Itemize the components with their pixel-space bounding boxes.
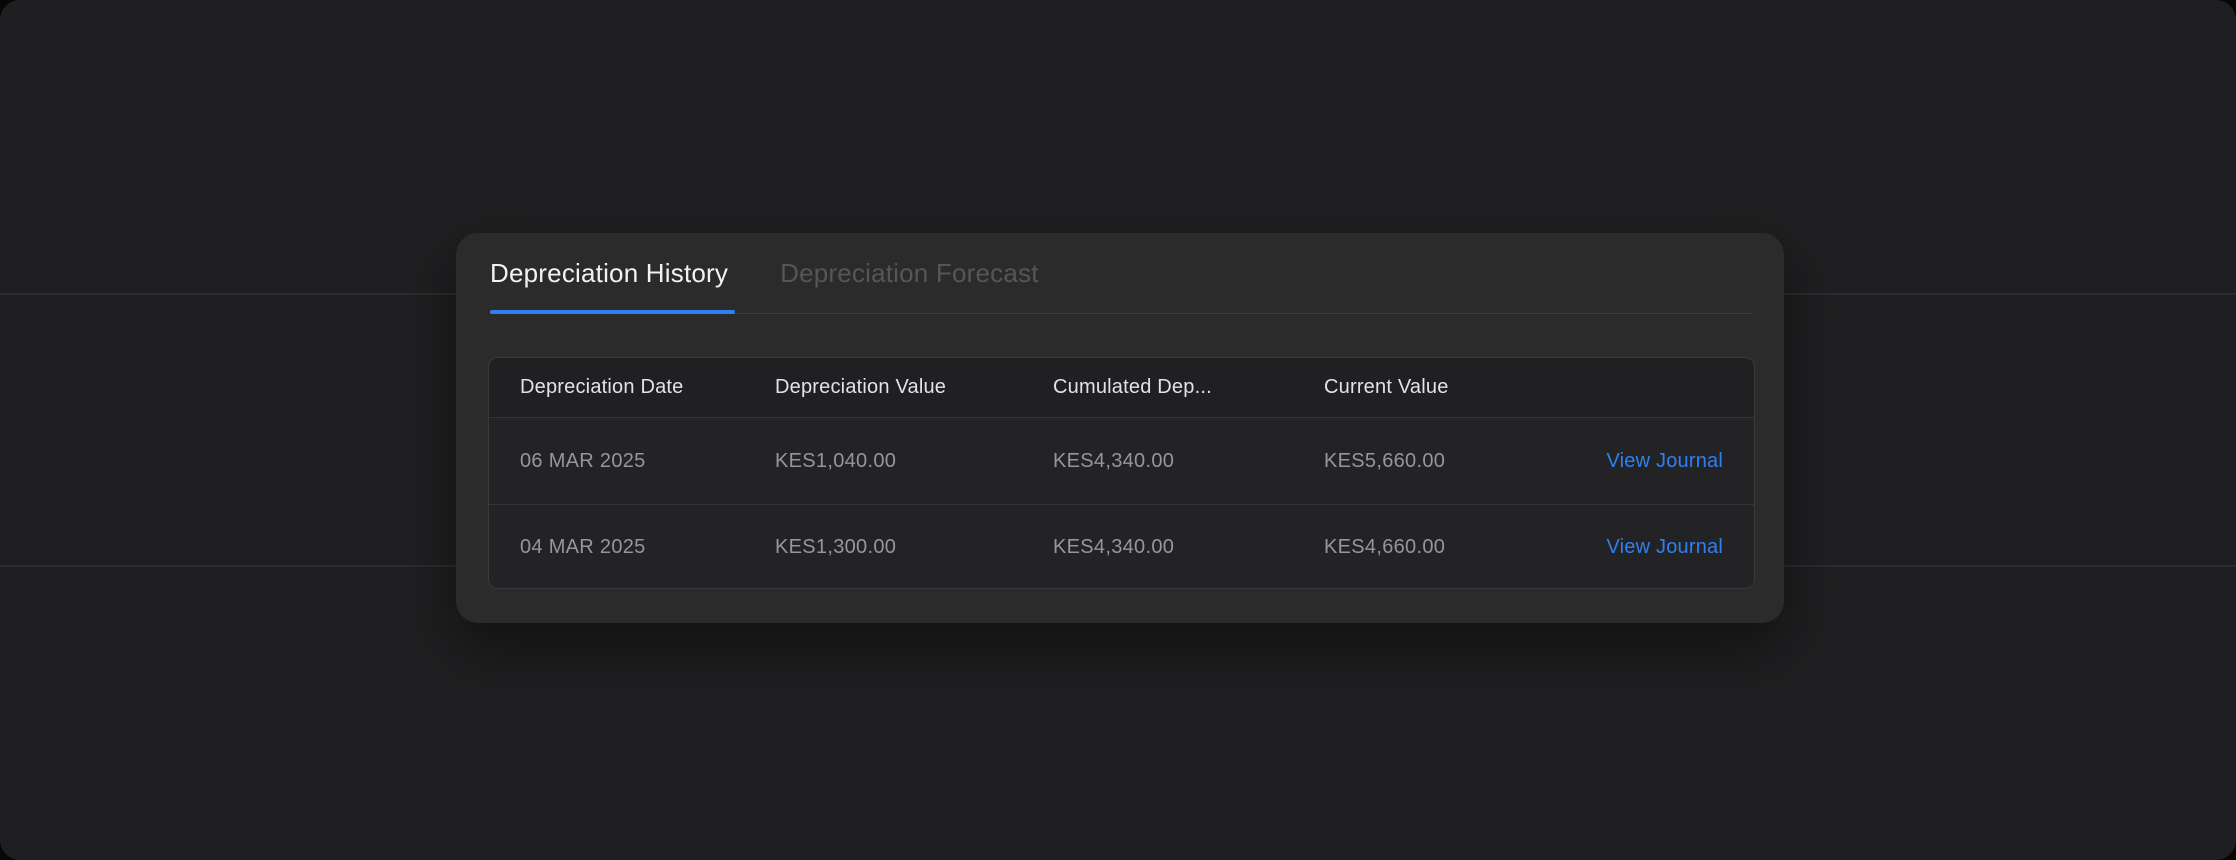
- column-header-current-value: Current Value: [1324, 376, 1449, 398]
- tab-depreciation-forecast[interactable]: Depreciation Forecast: [780, 233, 1039, 313]
- cumulated-depreciation-cell: KES4,340.00: [1053, 536, 1175, 558]
- cumulated-depreciation-cell: KES4,340.00: [1053, 449, 1175, 472]
- tab-divider: [490, 313, 1753, 314]
- current-value-cell: KES5,660.00: [1324, 449, 1446, 472]
- depreciation-date-cell: 04 MAR 2025: [520, 536, 646, 558]
- tab-label: Depreciation Forecast: [780, 257, 1039, 288]
- depreciation-history-table: Depreciation Date Depreciation Value Cum…: [488, 357, 1755, 589]
- tab-depreciation-history[interactable]: Depreciation History: [490, 233, 736, 314]
- table-row: 06 MAR 2025 KES1,040.00 KES4,340.00 KES5…: [489, 418, 1754, 504]
- depreciation-card: Depreciation History Depreciation Foreca…: [456, 233, 1784, 623]
- column-header-cumulated-depreciation: Cumulated Dep...: [1053, 376, 1212, 398]
- depreciation-value-cell: KES1,300.00: [775, 536, 897, 558]
- table-header-row: Depreciation Date Depreciation Value Cum…: [489, 358, 1754, 418]
- depreciation-date-cell: 06 MAR 2025: [520, 449, 646, 472]
- column-header-depreciation-date: Depreciation Date: [520, 376, 684, 398]
- table-row: 04 MAR 2025 KES1,300.00 KES4,340.00 KES4…: [489, 504, 1754, 588]
- tab-label: Depreciation History: [490, 257, 729, 288]
- view-journal-link[interactable]: View Journal: [1606, 536, 1723, 558]
- tab-bar: Depreciation History Depreciation Foreca…: [456, 233, 1784, 314]
- depreciation-value-cell: KES1,040.00: [775, 449, 897, 472]
- view-journal-link[interactable]: View Journal: [1606, 449, 1723, 472]
- column-header-depreciation-value: Depreciation Value: [775, 376, 947, 398]
- current-value-cell: KES4,660.00: [1324, 536, 1446, 558]
